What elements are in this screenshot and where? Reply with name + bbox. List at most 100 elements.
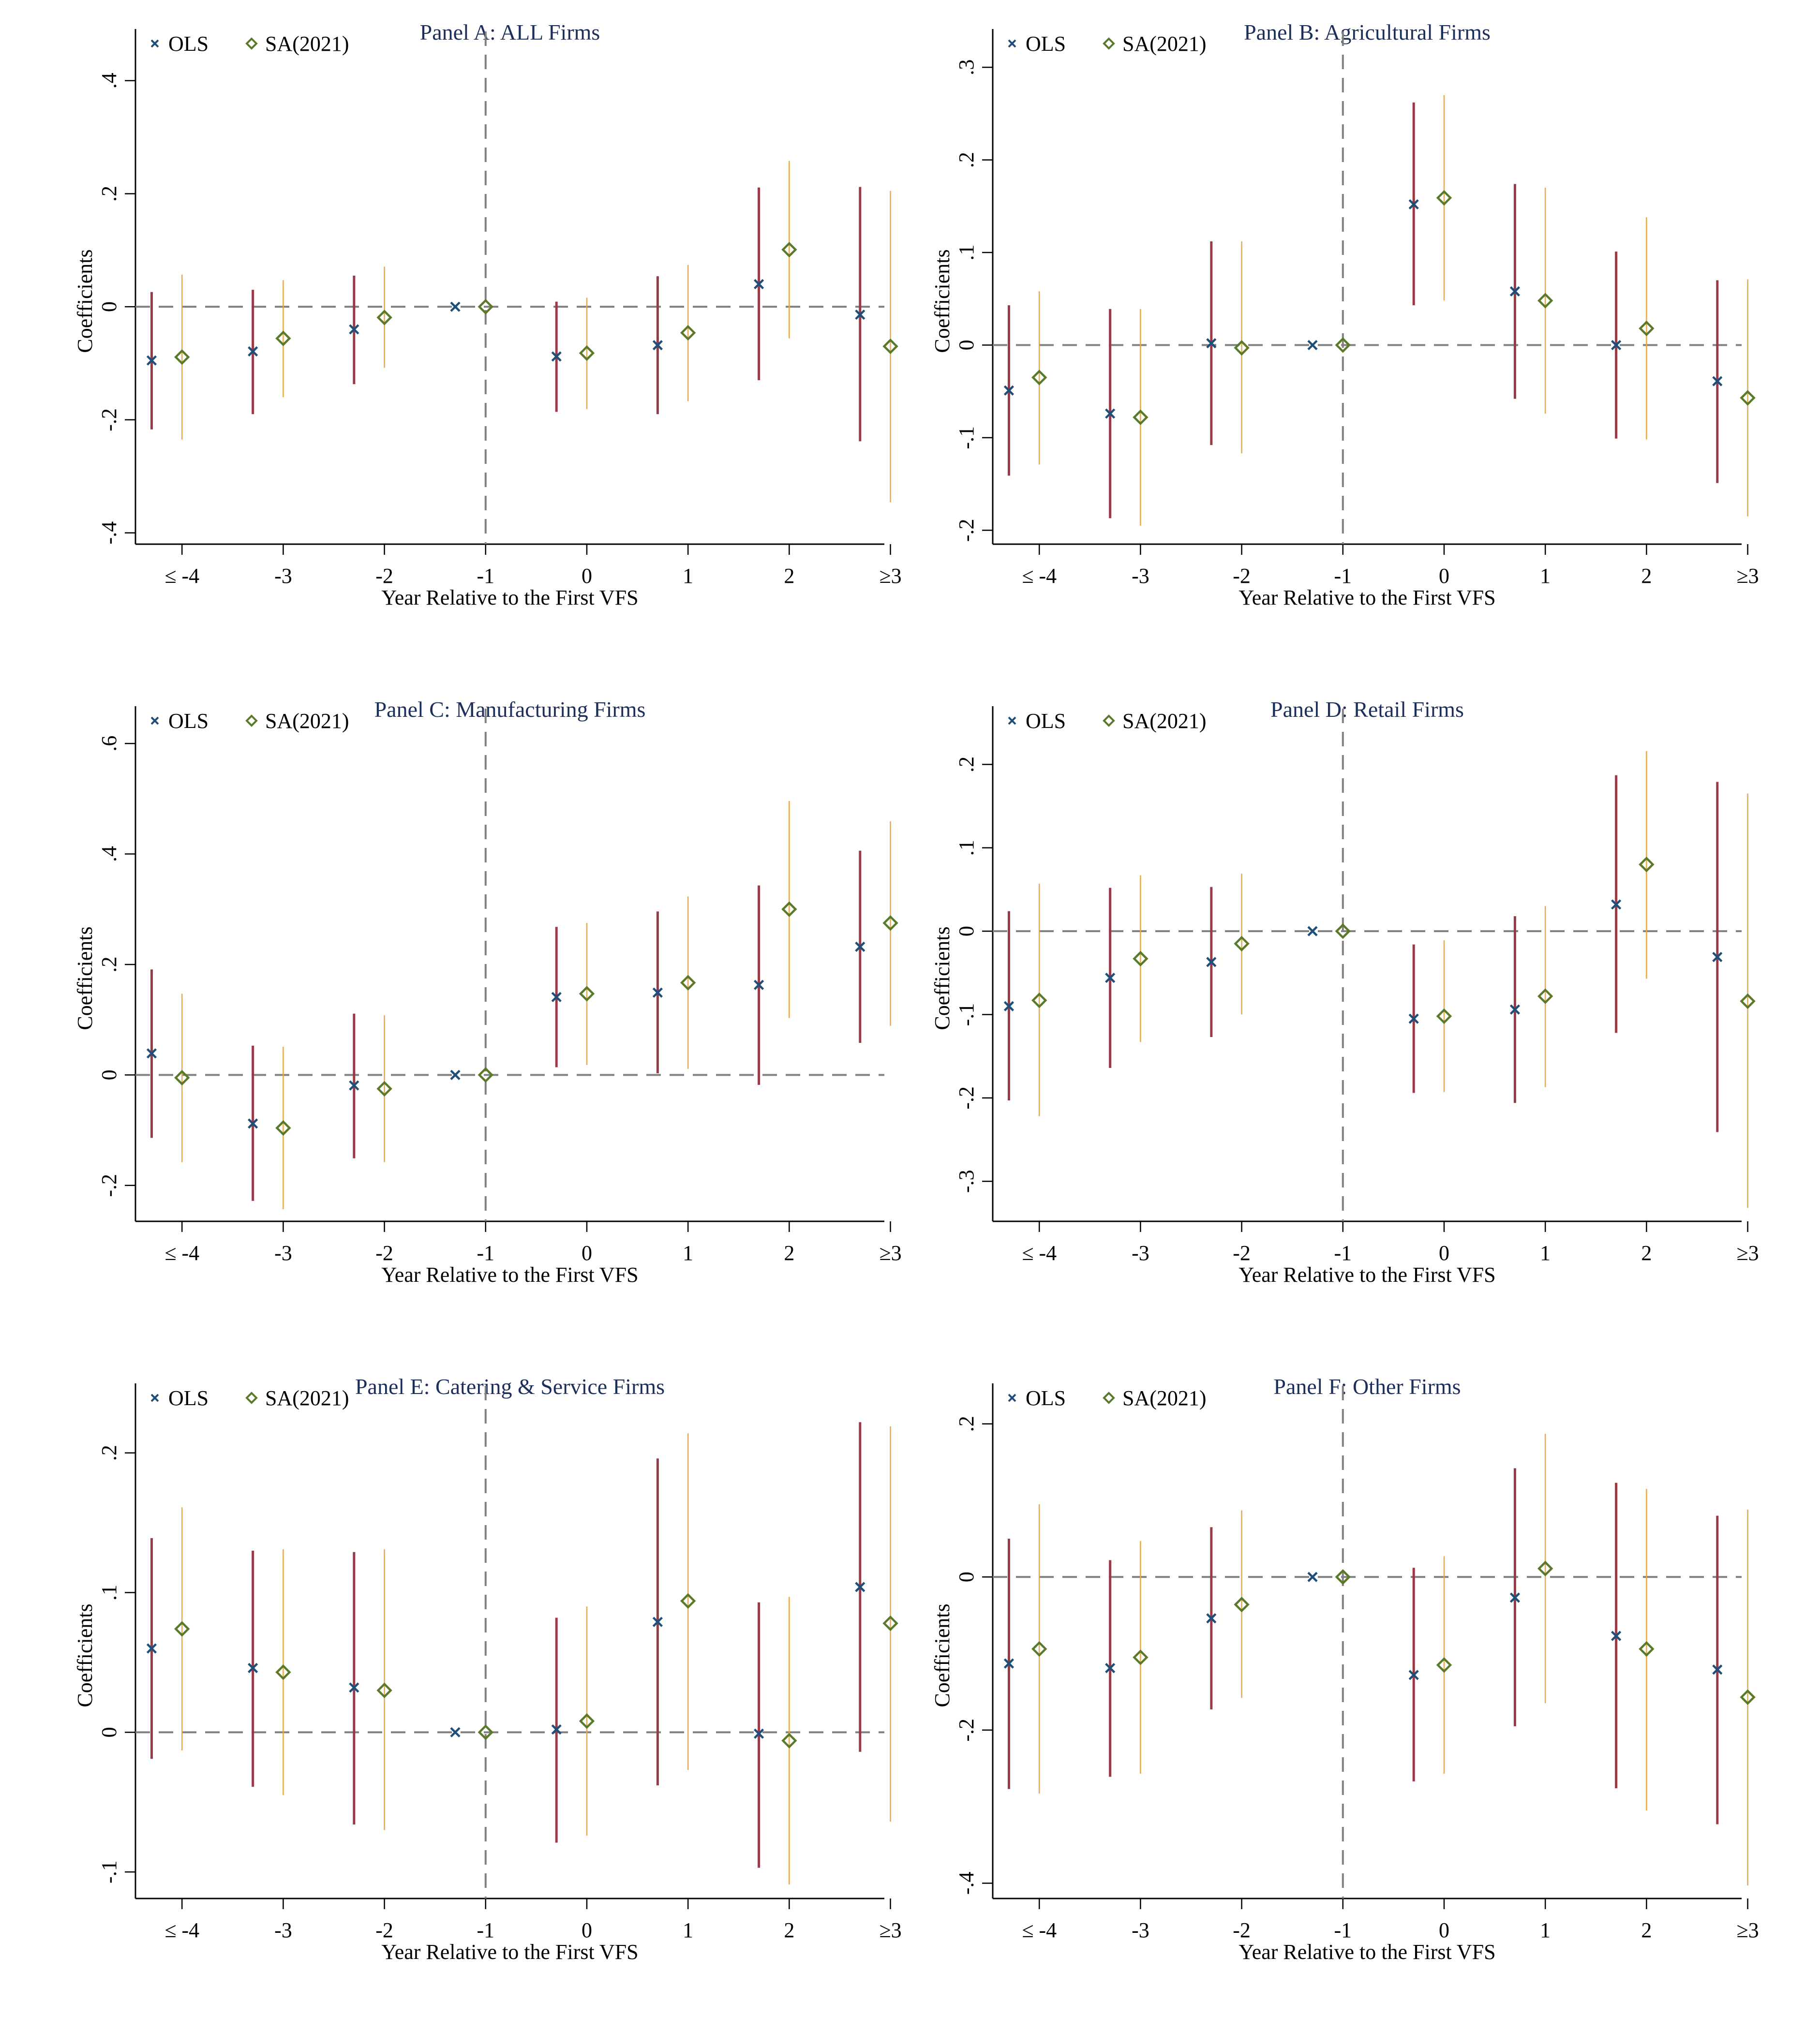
legend-ols-icon: [1008, 1394, 1016, 1402]
y-tick-label: -.2: [955, 1719, 978, 1742]
ols-point: [551, 1724, 562, 1735]
x-tick-label: -3: [1132, 1918, 1149, 1942]
ols-point: [652, 340, 663, 351]
ols-marker-stroke: [652, 340, 663, 351]
ols-marker-stroke: [1307, 1572, 1318, 1582]
y-tick-label: 0: [955, 340, 978, 350]
x-tick-label: -2: [375, 1241, 393, 1265]
legend-ols-label: OLS: [168, 1386, 209, 1410]
x-tick-label: -1: [1334, 1241, 1352, 1265]
ols-marker-stroke: [855, 941, 865, 952]
x-tick-label: 0: [582, 1918, 592, 1942]
x-tick-label: -1: [1334, 1918, 1352, 1942]
panel-c-chart: Panel C: Manufacturing Firms .6 .4 .2 0 -.2 Co…: [73, 697, 902, 1287]
legend: OLS SA(2021): [1008, 32, 1207, 56]
ols-point: [1509, 1592, 1521, 1603]
ols-marker-stroke: [1307, 340, 1318, 351]
ols-point: [1611, 340, 1622, 351]
sa-point: [477, 1067, 493, 1083]
ols-point: [450, 1727, 461, 1737]
x-tick-label: -2: [1233, 564, 1251, 588]
y-tick-label: -.4: [955, 1872, 978, 1895]
ols-point: [1003, 385, 1014, 396]
ols-point: [652, 987, 663, 998]
panel-f-chart: Panel F: Other Firms .2 0 -.2 -.4 Coefficient…: [930, 1374, 1759, 1964]
x-tick-label: ≤ -4: [164, 564, 199, 588]
ols-point: [551, 992, 562, 1002]
legend-ols-label: OLS: [168, 32, 209, 56]
legend-ols-icon: [150, 716, 159, 725]
ols-point: [450, 1069, 461, 1080]
ols-marker-stroke: [1611, 340, 1622, 351]
ols-marker-stroke: [146, 355, 157, 366]
sa-point: [1537, 293, 1553, 309]
legend-ols-icon: [150, 39, 159, 48]
x-axis-title: Year Relative to the First VFS: [1238, 586, 1495, 609]
chart-title: Panel A: ALL Firms: [420, 20, 600, 44]
ols-point: [855, 1582, 865, 1592]
ols-marker-stroke: [855, 309, 865, 320]
x-tick-label: 0: [1439, 1918, 1449, 1942]
chart-title: Panel B: Agricultural Firms: [1244, 20, 1491, 44]
ols-point: [146, 1643, 157, 1654]
legend-ols-label: OLS: [1026, 32, 1066, 56]
legend-sa-icon: [1103, 37, 1115, 50]
sa-point: [781, 901, 797, 917]
y-tick-label: 0: [955, 1572, 978, 1582]
legend-sa-label: SA(2021): [1122, 709, 1207, 733]
legend-sa-icon: [245, 714, 258, 727]
sa-point: [376, 1081, 392, 1097]
panel-b-chart: Panel B: Agricultural Firms .3 .2 .1 0 -.1 -.2…: [930, 20, 1759, 609]
sa-point: [579, 986, 595, 1002]
y-axis-title: Coefficients: [73, 1603, 97, 1707]
sa-point: [174, 1621, 190, 1637]
legend-sa-label: SA(2021): [265, 1386, 349, 1410]
x-tick-label: ≥3: [1736, 1918, 1759, 1942]
ols-point: [349, 1682, 359, 1693]
panel-b: Panel B: Agricultural Firms .3 .2 .1 0 -.1 -.2…: [857, 0, 1767, 677]
ols-marker-stroke: [1003, 385, 1014, 396]
ols-point: [146, 1048, 157, 1059]
x-tick-label: ≤ -4: [1022, 1241, 1057, 1265]
ols-marker-stroke: [1206, 338, 1217, 349]
sa-point: [781, 241, 797, 258]
ols-marker-stroke: [450, 301, 461, 312]
ols-marker-stroke: [450, 1727, 461, 1737]
sa-point: [1740, 390, 1756, 406]
legend-sa-icon: [245, 37, 258, 50]
legend-sa-icon: [245, 1392, 258, 1404]
y-tick-label: .2: [97, 956, 121, 972]
ols-marker-stroke: [652, 987, 663, 998]
ols-marker-stroke: [349, 1682, 359, 1693]
x-tick-label: 2: [784, 1241, 794, 1265]
ols-point: [1712, 1664, 1723, 1675]
legend-sa-label: SA(2021): [1122, 32, 1207, 56]
ols-marker-stroke: [551, 351, 562, 362]
ols-point: [1509, 286, 1521, 297]
ols-marker-stroke: [1105, 408, 1116, 419]
panel-d-chart: Panel D: Retail Firms .2 .1 0 -.1 -.2 -.3 Coeff…: [930, 697, 1759, 1287]
ols-point: [1307, 926, 1318, 936]
y-axis-title: Coefficients: [930, 926, 954, 1030]
y-tick-label: -.1: [955, 1003, 978, 1026]
ols-point: [1206, 338, 1217, 349]
sa-point: [882, 338, 898, 355]
ols-marker-stroke: [1408, 1670, 1419, 1680]
ols-marker-stroke: [248, 1662, 258, 1674]
x-tick-label: ≤ -4: [164, 1918, 199, 1942]
legend-sa-icon: [1103, 714, 1115, 727]
sa-point: [477, 1724, 493, 1740]
chart-title: Panel C: Manufacturing Firms: [374, 697, 646, 722]
panel-d: Panel D: Retail Firms .2 .1 0 -.1 -.2 -.3 Coeff…: [857, 677, 1767, 1354]
y-tick-label: .6: [97, 736, 121, 752]
legend: OLS SA(2021): [150, 709, 349, 733]
ols-point: [248, 1662, 258, 1674]
legend-ols-icon: [1008, 716, 1016, 725]
ols-point: [1105, 973, 1116, 983]
sa-point: [275, 330, 291, 346]
sa-point: [1133, 950, 1149, 967]
ols-point: [754, 1728, 764, 1739]
ols-point: [1307, 340, 1318, 351]
legend-ols-label: OLS: [168, 709, 209, 733]
x-tick-label: ≤ -4: [164, 1241, 199, 1265]
